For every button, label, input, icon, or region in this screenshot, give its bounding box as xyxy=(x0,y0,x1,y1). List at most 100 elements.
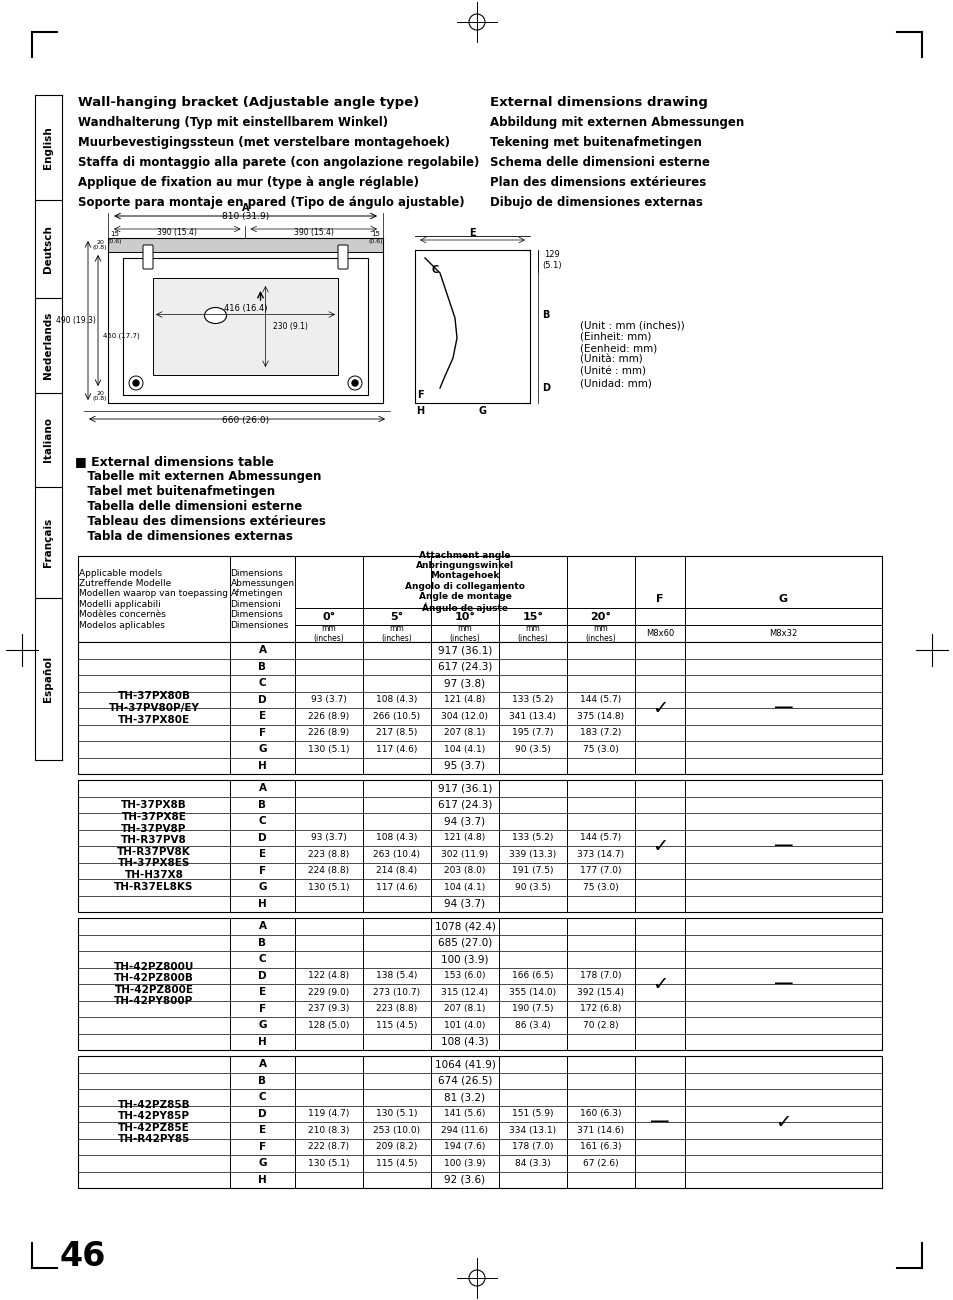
Text: 100 (3.9): 100 (3.9) xyxy=(441,954,488,965)
Text: M8x32: M8x32 xyxy=(768,629,797,638)
Text: 15°: 15° xyxy=(522,611,543,621)
Text: 119 (4.7): 119 (4.7) xyxy=(308,1109,350,1118)
Text: 138 (5.4): 138 (5.4) xyxy=(375,971,417,980)
Text: Deutsch: Deutsch xyxy=(44,225,53,273)
Text: —: — xyxy=(773,975,793,993)
Text: Staffa di montaggio alla parete (con angolazione regolabile): Staffa di montaggio alla parete (con ang… xyxy=(78,156,478,169)
Text: 20
(0.8): 20 (0.8) xyxy=(92,239,107,251)
Text: 341 (13.4): 341 (13.4) xyxy=(509,712,556,720)
Text: mm
(inches): mm (inches) xyxy=(517,624,548,644)
Text: 1078 (42.4): 1078 (42.4) xyxy=(435,922,495,931)
Text: 253 (10.0): 253 (10.0) xyxy=(373,1126,420,1135)
Text: 810 (31.9): 810 (31.9) xyxy=(222,212,269,221)
Text: 141 (5.6): 141 (5.6) xyxy=(444,1109,485,1118)
Text: 130 (5.1): 130 (5.1) xyxy=(308,1158,350,1167)
Text: Nederlands: Nederlands xyxy=(44,312,53,380)
Text: 46: 46 xyxy=(60,1240,107,1273)
Text: TH-37PX8B
TH-37PX8E
TH-37PV8P
TH-R37PV8
TH-R37PV8K
TH-37PX8ES
TH-H37X8
TH-R37EL8: TH-37PX8B TH-37PX8E TH-37PV8P TH-R37PV8 … xyxy=(114,801,193,892)
Text: F: F xyxy=(258,1141,266,1152)
Text: 490 (19.3): 490 (19.3) xyxy=(56,316,96,325)
Text: 273 (10.7): 273 (10.7) xyxy=(373,988,420,997)
Text: E: E xyxy=(258,711,266,722)
Text: 237 (9.3): 237 (9.3) xyxy=(308,1004,350,1013)
Text: Italiano: Italiano xyxy=(44,417,53,463)
Text: 75 (3.0): 75 (3.0) xyxy=(582,883,618,892)
Text: 304 (12.0): 304 (12.0) xyxy=(441,712,488,720)
Bar xyxy=(78,918,882,1050)
Text: 130 (5.1): 130 (5.1) xyxy=(375,1109,417,1118)
Text: B: B xyxy=(258,1076,266,1085)
Text: H: H xyxy=(258,1175,267,1184)
Text: E: E xyxy=(258,1126,266,1135)
Text: 104 (4.1): 104 (4.1) xyxy=(444,745,485,754)
Text: 226 (8.9): 226 (8.9) xyxy=(308,728,349,737)
Text: 81 (3.2): 81 (3.2) xyxy=(444,1092,485,1102)
Text: H: H xyxy=(258,760,267,771)
Text: D: D xyxy=(258,833,267,842)
Text: 115 (4.5): 115 (4.5) xyxy=(375,1158,417,1167)
Text: 191 (7.5): 191 (7.5) xyxy=(512,866,553,875)
Text: (0.6): (0.6) xyxy=(108,239,122,244)
Text: ■ External dimensions table: ■ External dimensions table xyxy=(75,455,274,468)
Text: ✓: ✓ xyxy=(651,836,667,855)
Text: Schema delle dimensioni esterne: Schema delle dimensioni esterne xyxy=(490,156,709,169)
Text: 160 (6.3): 160 (6.3) xyxy=(579,1109,621,1118)
Text: 67 (2.6): 67 (2.6) xyxy=(582,1158,618,1167)
Text: Tabla de dimensiones externas: Tabla de dimensiones externas xyxy=(75,530,293,543)
Text: D: D xyxy=(258,971,267,980)
Text: 128 (5.0): 128 (5.0) xyxy=(308,1020,350,1030)
Text: A: A xyxy=(241,203,249,213)
Text: 617 (24.3): 617 (24.3) xyxy=(437,800,492,810)
Text: Tabel met buitenafmetingen: Tabel met buitenafmetingen xyxy=(75,485,274,498)
Text: Abbildung mit externen Abmessungen: Abbildung mit externen Abmessungen xyxy=(490,116,743,129)
Text: 133 (5.2): 133 (5.2) xyxy=(512,833,553,842)
Text: Applicable models
Zutreffende Modelle
Modellen waarop van toepassing
Modelli app: Applicable models Zutreffende Modelle Mo… xyxy=(79,568,229,629)
Text: —: — xyxy=(650,1113,669,1131)
Text: External dimensions drawing: External dimensions drawing xyxy=(490,96,707,109)
Text: —: — xyxy=(773,698,793,718)
Ellipse shape xyxy=(204,308,226,324)
Text: 392 (15.4): 392 (15.4) xyxy=(577,988,624,997)
Bar xyxy=(152,278,337,374)
Text: G: G xyxy=(258,883,267,892)
Text: 207 (8.1): 207 (8.1) xyxy=(444,728,485,737)
Text: D: D xyxy=(258,694,267,705)
Text: 226 (8.9): 226 (8.9) xyxy=(308,712,349,720)
Text: Wall-hanging bracket (Adjustable angle type): Wall-hanging bracket (Adjustable angle t… xyxy=(78,96,418,109)
Text: A: A xyxy=(258,1060,266,1069)
Text: 375 (14.8): 375 (14.8) xyxy=(577,712,624,720)
Text: mm
(inches): mm (inches) xyxy=(449,624,480,644)
Circle shape xyxy=(348,376,361,390)
Text: 115 (4.5): 115 (4.5) xyxy=(375,1020,417,1030)
Text: 315 (12.4): 315 (12.4) xyxy=(441,988,488,997)
Text: mm
(inches): mm (inches) xyxy=(381,624,412,644)
Text: 917 (36.1): 917 (36.1) xyxy=(437,645,492,655)
Text: 214 (8.4): 214 (8.4) xyxy=(376,866,417,875)
Text: C: C xyxy=(258,816,266,827)
Text: 20
(0.8): 20 (0.8) xyxy=(92,390,107,402)
Text: 130 (5.1): 130 (5.1) xyxy=(308,745,350,754)
Text: 161 (6.3): 161 (6.3) xyxy=(579,1143,621,1152)
Text: 70 (2.8): 70 (2.8) xyxy=(582,1020,618,1030)
Text: C: C xyxy=(258,679,266,688)
Text: ✓: ✓ xyxy=(651,975,667,993)
Text: 203 (8.0): 203 (8.0) xyxy=(444,866,485,875)
Text: 390 (15.4): 390 (15.4) xyxy=(294,229,334,238)
Text: 117 (4.6): 117 (4.6) xyxy=(375,883,417,892)
Text: F: F xyxy=(258,1004,266,1014)
Text: 117 (4.6): 117 (4.6) xyxy=(375,745,417,754)
Bar xyxy=(78,1056,882,1188)
Text: TH-37PX80B
TH-37PV80P/EY
TH-37PX80E: TH-37PX80B TH-37PV80P/EY TH-37PX80E xyxy=(109,692,199,724)
Text: 122 (4.8): 122 (4.8) xyxy=(308,971,349,980)
Text: 195 (7.7): 195 (7.7) xyxy=(512,728,553,737)
Text: 660 (26.0): 660 (26.0) xyxy=(222,416,269,425)
Text: 144 (5.7): 144 (5.7) xyxy=(579,696,621,705)
Text: 302 (11.9): 302 (11.9) xyxy=(441,850,488,859)
Text: 266 (10.5): 266 (10.5) xyxy=(373,712,420,720)
Text: 166 (6.5): 166 (6.5) xyxy=(512,971,553,980)
Text: 100 (3.9): 100 (3.9) xyxy=(444,1158,485,1167)
Text: 194 (7.6): 194 (7.6) xyxy=(444,1143,485,1152)
Text: G: G xyxy=(258,744,267,754)
Text: 207 (8.1): 207 (8.1) xyxy=(444,1004,485,1013)
Text: 97 (3.8): 97 (3.8) xyxy=(444,679,485,688)
